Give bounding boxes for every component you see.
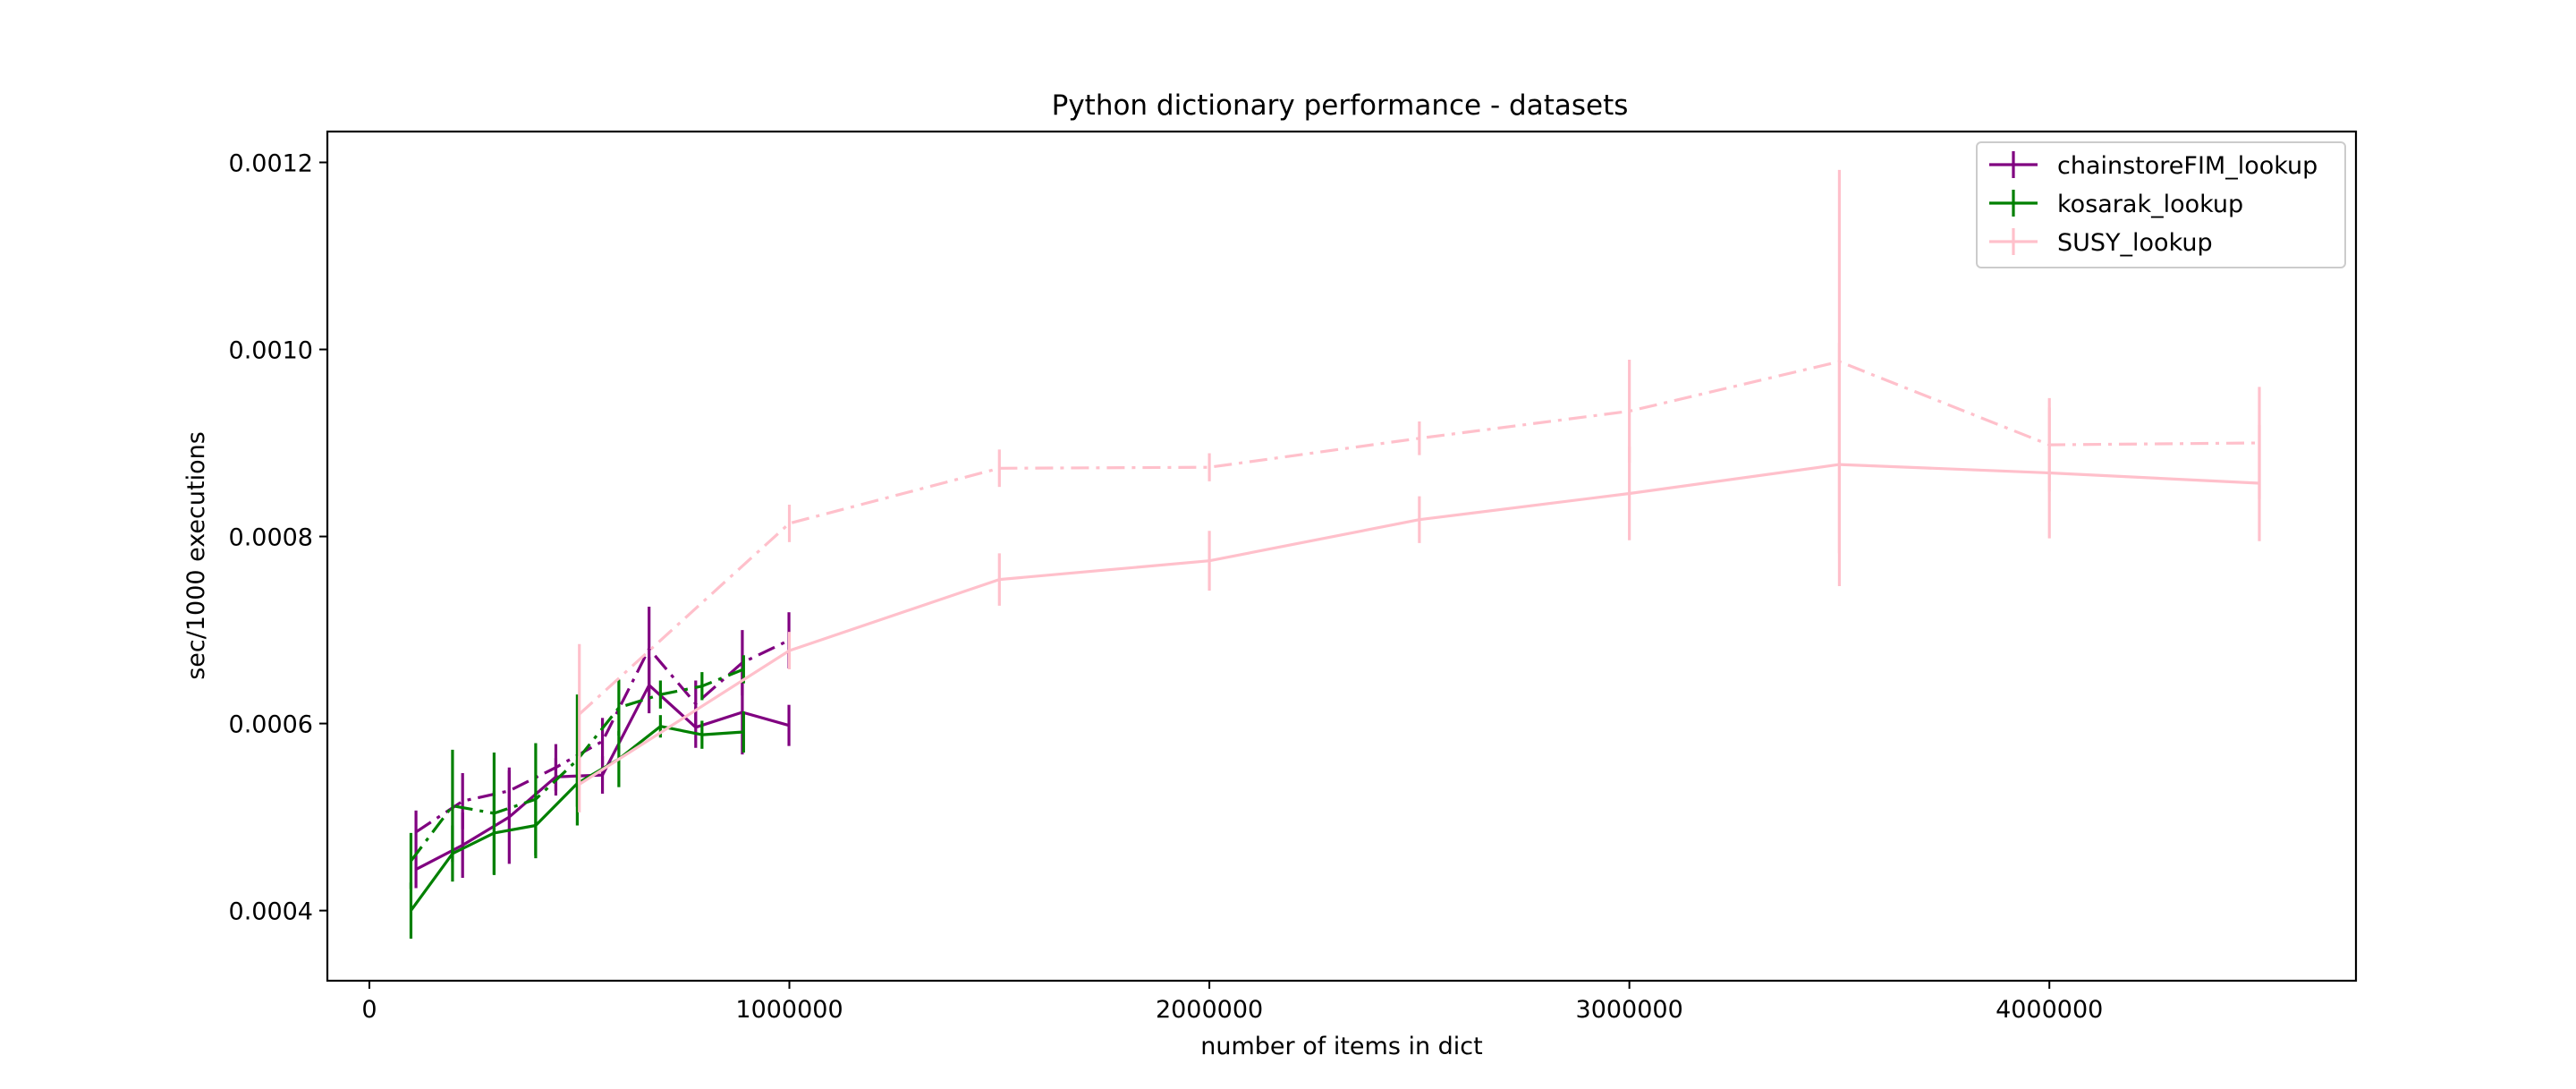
legend-label: chainstoreFIM_lookup: [2057, 152, 2318, 180]
legend-entry: chainstoreFIM_lookup: [1989, 151, 2318, 180]
legend-box: [1976, 141, 2346, 268]
legend-label: SUSY_lookup: [2057, 229, 2213, 257]
legend: chainstoreFIM_lookup kosarak_lookup SUSY_l…: [1976, 141, 2346, 268]
series-kosarak_lookup-dashdot: [409, 655, 745, 889]
y-tick-label: 0.0008: [229, 524, 313, 552]
plot-area-frame: [326, 130, 2358, 983]
y-axis-label: sec/1000 executions: [182, 431, 210, 680]
x-tick-label: 1000000: [735, 996, 843, 1024]
x-tick-label: 3000000: [1576, 996, 1683, 1024]
y-tick-label: 0.0004: [229, 898, 313, 926]
y-tick-label: 0.0006: [229, 711, 313, 739]
y-tick-label: 0.0010: [229, 337, 313, 365]
y-tick-label: 0.0012: [229, 149, 313, 177]
series-line: [410, 668, 744, 863]
legend-entry: SUSY_lookup: [1989, 228, 2213, 257]
x-tick-label: 2000000: [1156, 996, 1263, 1024]
series-SUSY_lookup-solid: [578, 343, 2261, 812]
x-axis-label: number of items in dict: [1200, 1033, 1482, 1060]
series-SUSY_lookup-dashdot: [578, 169, 2261, 785]
series-chainstoreFIM_lookup-solid: [414, 657, 791, 889]
series-layer: [409, 169, 2261, 939]
x-tick-label: 0: [361, 996, 377, 1024]
x-tick-label: 4000000: [1996, 996, 2103, 1024]
legend-entry: kosarak_lookup: [1989, 190, 2243, 218]
series-line: [415, 639, 790, 834]
legend-label: kosarak_lookup: [2057, 191, 2243, 218]
chart-title: Python dictionary performance - datasets: [1052, 89, 1629, 122]
y-axis: 0.0004 0.0006 0.0008 0.0010 0.0012: [229, 149, 327, 926]
x-axis: 0 1000000 2000000 3000000 4000000: [361, 981, 2103, 1024]
